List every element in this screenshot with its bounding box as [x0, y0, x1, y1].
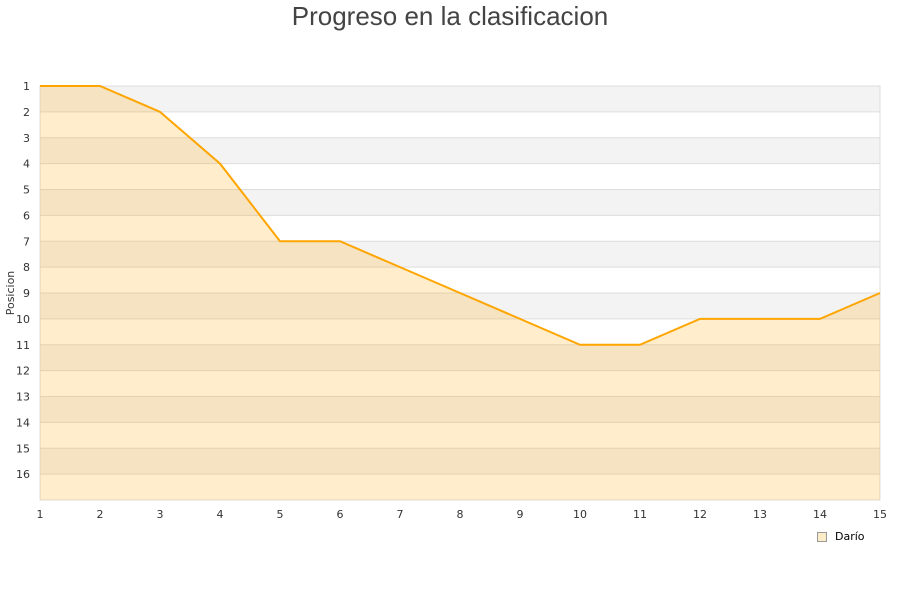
x-tick-label: 11 [633, 508, 647, 521]
y-tick-label: 2 [23, 106, 30, 119]
y-tick-label: 1 [23, 80, 30, 93]
grid-band [40, 474, 880, 500]
grid-band [40, 111, 880, 138]
x-tick-label: 4 [217, 508, 224, 521]
y-tick-label: 7 [23, 235, 30, 248]
x-tick-label: 2 [97, 508, 104, 521]
y-tick-label: 14 [16, 416, 30, 429]
y-tick-label: 10 [16, 313, 30, 326]
y-tick-label: 16 [16, 468, 30, 481]
y-tick-label: 12 [16, 365, 30, 378]
x-tick-label: 6 [337, 508, 344, 521]
x-tick-label: 14 [813, 508, 827, 521]
grid-band [40, 318, 880, 345]
grid-band [40, 215, 880, 242]
legend: Darío [817, 530, 865, 543]
grid-band [40, 344, 880, 371]
y-tick-label: 8 [23, 261, 30, 274]
x-tick-label: 8 [457, 508, 464, 521]
grid-band [40, 293, 880, 319]
x-tick-label: 1 [37, 508, 44, 521]
grid-band [40, 86, 880, 112]
y-tick-label: 9 [23, 287, 30, 300]
grid-band [40, 267, 880, 293]
x-tick-label: 7 [397, 508, 404, 521]
legend-swatch [817, 531, 827, 542]
x-tick-label: 10 [573, 508, 587, 521]
y-tick-label: 5 [23, 184, 30, 197]
y-axis-label: Posicion [4, 271, 17, 316]
y-tick-label: 11 [16, 339, 30, 352]
grid-band [40, 448, 880, 475]
legend-label: Darío [835, 530, 865, 543]
y-tick-label: 6 [23, 209, 30, 222]
y-tick-label: 15 [16, 442, 30, 455]
grid-band [40, 370, 880, 397]
x-tick-label: 12 [693, 508, 707, 521]
y-tick-label: 4 [23, 158, 30, 171]
x-tick-label: 5 [277, 508, 284, 521]
grid-band [40, 422, 880, 449]
grid-band [40, 137, 880, 164]
grid-band [40, 241, 880, 268]
x-tick-label: 15 [873, 508, 887, 521]
grid-band [40, 163, 880, 190]
chart-title: Progreso en la clasificacion [291, 1, 609, 31]
x-tick-label: 9 [517, 508, 524, 521]
grid-band [40, 396, 880, 423]
y-tick-label: 13 [16, 391, 30, 404]
x-tick-label: 3 [157, 508, 164, 521]
y-tick-label: 3 [23, 132, 30, 145]
grid-band [40, 189, 880, 216]
x-tick-label: 13 [753, 508, 767, 521]
